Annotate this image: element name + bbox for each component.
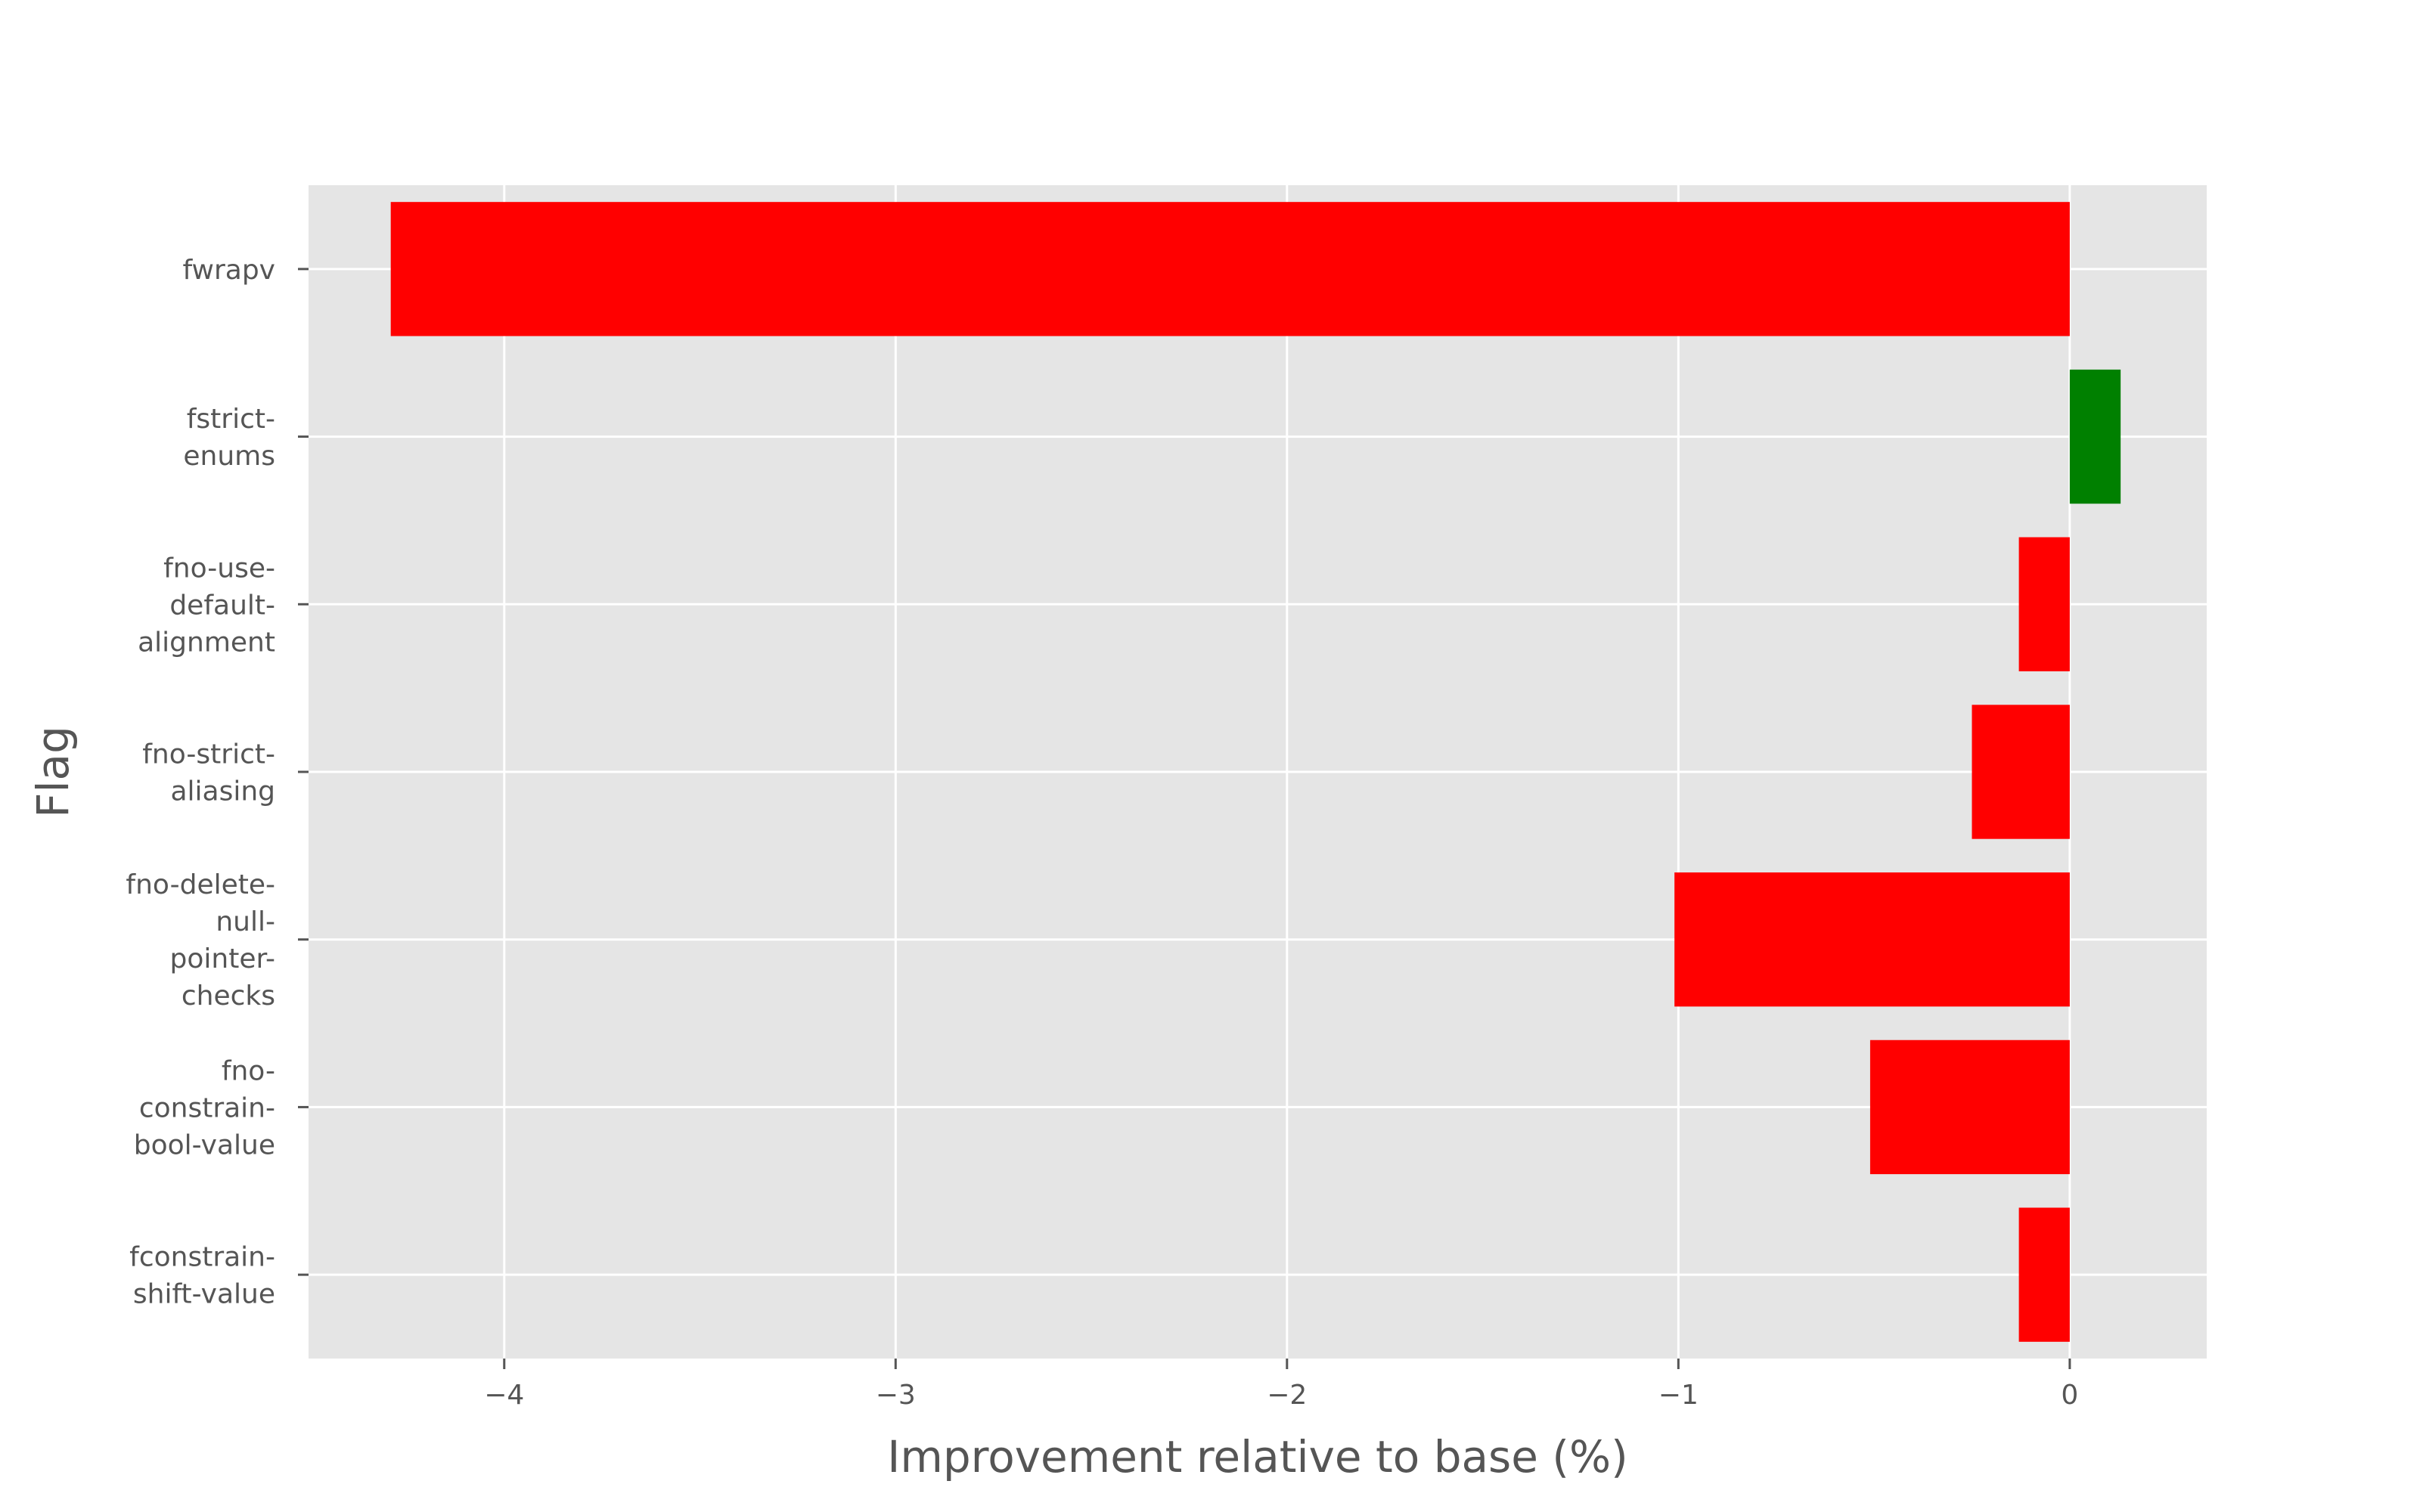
bar bbox=[1869, 1040, 2070, 1175]
x-axis-label: Improvement relative to base (%) bbox=[887, 1431, 1628, 1483]
x-tick-label: 0 bbox=[2061, 1380, 2078, 1411]
y-tick-label: fwrapv bbox=[182, 255, 275, 286]
x-tick-label: −4 bbox=[484, 1380, 524, 1411]
y-axis-ticks: fwrapv fstrict-enums fno-use-default-align… bbox=[126, 255, 309, 1310]
x-tick-label: −3 bbox=[876, 1380, 916, 1411]
y-tick-label: fno-strict-aliasing bbox=[142, 739, 275, 807]
bars bbox=[390, 202, 2121, 1342]
y-tick-label: fno-use-default-alignment bbox=[138, 553, 275, 658]
x-tick-label: −1 bbox=[1658, 1380, 1699, 1411]
bar bbox=[1674, 872, 2070, 1007]
y-tick-label: fno-delete-null-pointer-checks bbox=[126, 869, 275, 1012]
y-axis-label: Flag bbox=[27, 726, 79, 818]
bar bbox=[2018, 537, 2070, 671]
y-tick-label: fconstrain-shift-value bbox=[129, 1242, 275, 1310]
bar bbox=[390, 202, 2070, 336]
y-tick-label: fstrict-enums bbox=[183, 404, 275, 472]
x-tick-label: −2 bbox=[1267, 1380, 1307, 1411]
bar bbox=[2069, 369, 2121, 504]
x-axis-ticks: −4 −3 −2 −1 0 bbox=[484, 1359, 2078, 1411]
y-tick-label: fno-constrain-bool-value bbox=[134, 1055, 275, 1160]
bar bbox=[1972, 705, 2070, 839]
bar bbox=[2018, 1207, 2070, 1342]
